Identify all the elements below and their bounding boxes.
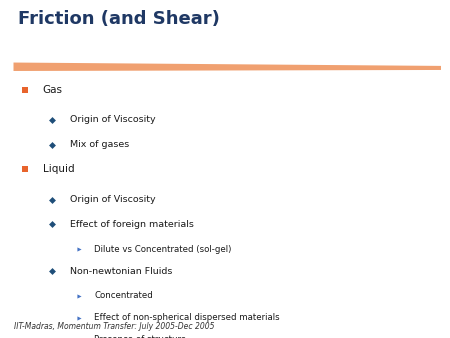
Text: Mix of gases: Mix of gases [70, 140, 129, 149]
Text: Non-newtonian Fluids: Non-newtonian Fluids [70, 267, 172, 275]
Text: Liquid: Liquid [43, 164, 74, 174]
Text: Origin of Viscosity: Origin of Viscosity [70, 116, 155, 124]
Text: Dilute vs Concentrated (sol-gel): Dilute vs Concentrated (sol-gel) [94, 245, 232, 254]
Text: Friction (and Shear): Friction (and Shear) [18, 10, 220, 28]
Text: IIT-Madras, Momentum Transfer: July 2005-Dec 2005: IIT-Madras, Momentum Transfer: July 2005… [14, 321, 214, 331]
Text: Concentrated: Concentrated [94, 291, 153, 300]
Text: Effect of non-spherical dispersed materials: Effect of non-spherical dispersed materi… [94, 313, 280, 322]
Polygon shape [14, 63, 441, 71]
Text: Presence of structure: Presence of structure [94, 335, 187, 338]
Text: Effect of foreign materials: Effect of foreign materials [70, 220, 194, 229]
Text: Gas: Gas [43, 84, 63, 95]
Text: Origin of Viscosity: Origin of Viscosity [70, 195, 155, 204]
